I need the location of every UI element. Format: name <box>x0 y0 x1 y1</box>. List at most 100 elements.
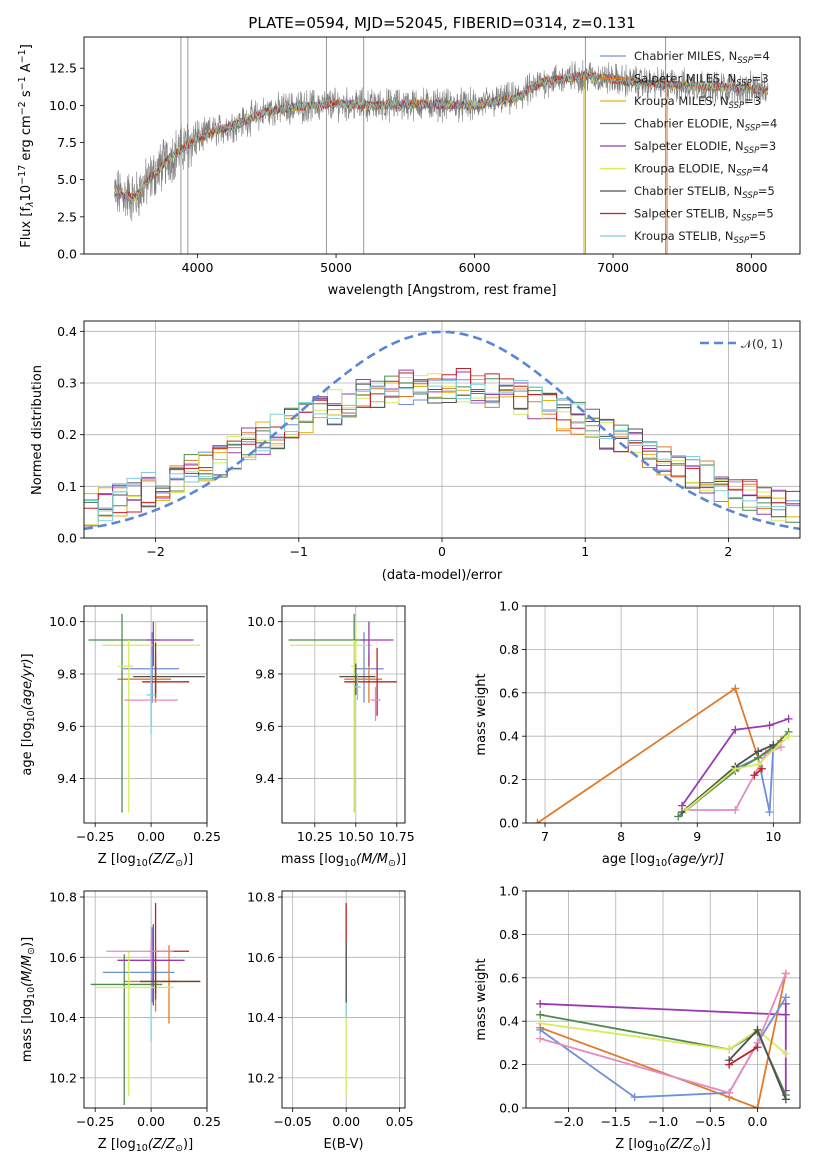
axes-frame <box>525 605 801 824</box>
mass-weight-series-line <box>728 1046 758 1066</box>
y-axis-label: mass weight <box>474 958 489 1040</box>
model-spectrum-line <box>114 71 768 204</box>
y-tick-label: 10.8 <box>247 890 275 905</box>
x-tick-label: 10.75 <box>379 829 415 844</box>
legend-entry: Kroupa MILES, NSSP=3 <box>634 94 761 111</box>
figure-title: PLATE=0594, MJD=52045, FIBERID=0314, z=0… <box>248 14 635 32</box>
mass-weight-series-line <box>681 744 774 813</box>
y-axis-label-part: (M/M <box>20 955 35 987</box>
x-axis-label-text: Z [log <box>98 1137 136 1152</box>
axes-frame <box>83 890 208 1109</box>
y-axis-label-part: ] <box>20 653 35 658</box>
legend-subscript: SSP <box>734 236 750 246</box>
x-axis-label-text: (Z/Z <box>665 1137 693 1152</box>
mass-weight-marker <box>765 808 774 817</box>
x-axis-label-text: )] <box>396 852 406 867</box>
y-tick-label: 0.4 <box>499 729 519 744</box>
y-tick-label: 0.4 <box>57 324 77 339</box>
y-axis-label-part: −17 <box>17 165 28 185</box>
mass-weight-marker <box>750 771 759 780</box>
x-tick-label: −2.0 <box>553 1114 583 1129</box>
x-tick-label: −0.25 <box>76 829 114 844</box>
legend-text: =5 <box>757 207 774 221</box>
x-axis-label-text: Z [log <box>615 1137 653 1152</box>
mass-weight-marker <box>784 714 793 723</box>
x-axis-label-subscript: 10 <box>655 858 667 869</box>
y-axis-label-part: 10 <box>26 987 37 999</box>
mass-weight-marker <box>781 1095 790 1104</box>
y-tick-label: 10.0 <box>49 614 77 629</box>
axes-spectrum: 4000 5000 6000 7000 8000 0.0 2.5 5.0 7.5 10.0 12.5… <box>17 36 801 298</box>
mass-weight-marker <box>731 684 740 693</box>
y-tick-label: 12.5 <box>49 61 77 76</box>
y-tick-label: 9.6 <box>57 719 77 734</box>
model-spectrum-line <box>114 70 768 201</box>
axes-frame <box>83 320 801 539</box>
y-tick-label: 10.2 <box>247 1070 275 1085</box>
x-axis-label: Z [log10(Z/Z⊙)] <box>98 852 193 869</box>
axes-age-vs-Z: −0.25 0.00 0.259.49.69.810.0Z [log10(Z/Z⊙)… <box>20 605 221 869</box>
legend-text: =3 <box>752 72 769 86</box>
residual-histogram-step <box>84 375 800 523</box>
mass-weight-marker <box>536 1034 545 1043</box>
legend-text: Chabrier ELODIE, N <box>634 117 745 131</box>
y-tick-label: 0.6 <box>499 970 519 985</box>
axes-frame <box>83 36 801 255</box>
legend-entry: Salpeter ELODIE, NSSP=3 <box>634 139 776 156</box>
y-tick-label: 10.0 <box>49 98 77 113</box>
x-axis-label-text: age [log <box>602 852 655 867</box>
legend-entry: 𝒩(0, 1) <box>741 337 783 351</box>
x-tick-label: 6000 <box>459 260 491 275</box>
x-axis-label-text: )] <box>183 1137 193 1152</box>
mass-weight-marker <box>753 1025 762 1034</box>
y-axis-label: age [log10(age/yr)] <box>20 653 37 775</box>
mass-weight-marker <box>536 1010 545 1019</box>
legend-subscript: SSP <box>737 56 753 66</box>
x-axis-label: wavelength [Angstrom, rest frame] <box>328 283 557 298</box>
y-tick-label: 9.8 <box>255 666 275 681</box>
x-axis-label-text: )] <box>183 852 193 867</box>
x-axis-label-subscript: 10 <box>653 1143 665 1154</box>
legend-text: =5 <box>758 184 775 198</box>
y-axis-label-part: ] <box>19 44 34 49</box>
x-tick-label: −0.25 <box>76 1114 114 1129</box>
plot-area-mass-vs-EBV <box>282 891 405 1108</box>
x-axis-label-subscript: ⊙ <box>175 858 183 869</box>
legend-entry: Chabrier STELIB, NSSP=5 <box>634 184 775 201</box>
x-tick-label: 10.25 <box>297 829 333 844</box>
mass-weight-series-line <box>536 687 782 823</box>
mass-weight-marker <box>784 732 793 741</box>
plot-area-mass-vs-Z <box>84 891 207 1108</box>
y-axis-label: Flux [fλ10−17 erg cm−2 s−1 A−1] <box>17 44 36 248</box>
legend-entry: Salpeter STELIB, NSSP=5 <box>634 207 774 224</box>
y-tick-label: 0.8 <box>499 642 519 657</box>
legend-subscript: SSP <box>736 169 752 179</box>
x-tick-label: 0.05 <box>386 1114 414 1129</box>
plot-area-mass-weight-vs-age <box>526 606 800 823</box>
mass-weight-marker <box>731 764 740 773</box>
legend-text: =4 <box>753 49 770 63</box>
mass-weight-marker <box>781 969 790 978</box>
mass-weight-marker <box>753 1043 762 1052</box>
x-axis-label-text: mass [log <box>281 852 344 867</box>
legend-subscript: SSP <box>729 101 745 111</box>
mass-weight-marker <box>674 812 683 821</box>
y-axis-label-part: −1 <box>17 76 28 90</box>
x-tick-label: 0.0 <box>748 1114 768 1129</box>
y-tick-label: 0.0 <box>57 531 77 546</box>
mass-weight-marker <box>731 725 740 734</box>
y-tick-label: 10.0 <box>247 614 275 629</box>
y-tick-label: 0.0 <box>499 816 519 831</box>
y-tick-label: 10.8 <box>49 890 77 905</box>
axes-residuals: −2 −1 0 1 2 0.0 0.1 0.2 0.3 0.4 (data-model)/error… <box>30 320 801 583</box>
mass-weight-marker <box>536 999 545 1008</box>
x-tick-label: −1 <box>290 544 308 559</box>
legend-entry: Chabrier MILES, NSSP=4 <box>634 49 770 66</box>
axes-frame <box>525 890 801 1109</box>
mass-weight-marker <box>725 1088 734 1097</box>
x-tick-label: −2 <box>146 544 164 559</box>
axes-frame <box>83 605 208 824</box>
x-tick-label: 10.50 <box>338 829 374 844</box>
